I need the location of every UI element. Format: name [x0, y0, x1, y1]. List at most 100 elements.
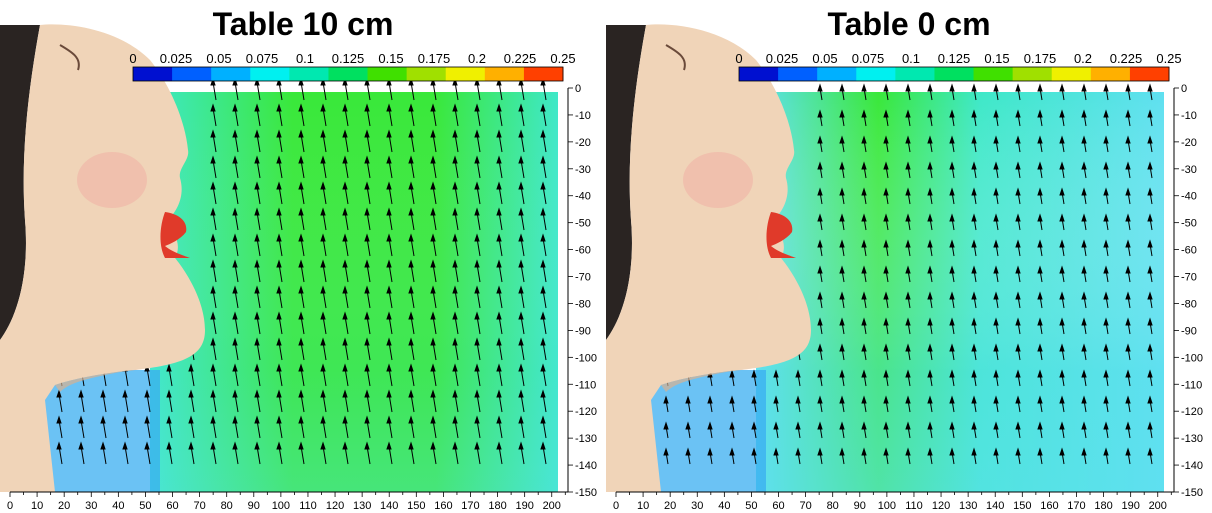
vector-arrowhead — [1037, 187, 1043, 196]
vector-arrowhead — [839, 395, 845, 404]
vector-arrowhead — [518, 233, 524, 242]
vector-arrowhead — [232, 259, 238, 268]
vector-arrowhead — [474, 441, 480, 450]
vector-arrowhead — [496, 363, 502, 372]
neck-cut — [606, 492, 666, 513]
vector-arrowhead — [971, 109, 977, 118]
vector-arrowhead — [1147, 213, 1153, 222]
vector-arrowhead — [430, 337, 436, 346]
x-tick-label: 90 — [248, 500, 260, 512]
vector-arrowhead — [1015, 187, 1021, 196]
vector-arrowhead — [408, 233, 414, 242]
vector-arrowhead — [430, 103, 436, 112]
colorbar-swatch — [367, 67, 408, 81]
vector-arrowhead — [540, 441, 546, 450]
y-tick-label: -20 — [1181, 137, 1197, 149]
vector-arrowhead — [861, 187, 867, 196]
vector-arrowhead — [364, 311, 370, 320]
vector-arrowhead — [276, 207, 282, 216]
vector-arrowhead — [817, 317, 823, 326]
vector-arrowhead — [1125, 83, 1131, 92]
vector-arrowhead — [927, 187, 933, 196]
vector-arrowhead — [78, 441, 84, 450]
x-tick-label: 120 — [932, 500, 950, 512]
vector-arrowhead — [210, 337, 216, 346]
figure-left: 0 0.025 0.05 0.075 0.1 0.125 0.15 0.175 0.2 0.225… — [0, 24, 597, 513]
vector-arrowhead — [408, 337, 414, 346]
colorbar-swatch — [250, 67, 290, 81]
colorbar-swatch — [856, 67, 896, 81]
colorbar-tick-label: 0.05 — [812, 51, 837, 66]
vector-arrowhead — [298, 389, 304, 398]
vector-arrowhead — [408, 129, 414, 138]
vector-arrowhead — [949, 291, 955, 300]
vector-arrowhead — [496, 129, 502, 138]
y-tick-label: 0 — [1181, 83, 1187, 95]
vector-arrowhead — [1103, 83, 1109, 92]
vector-arrowhead — [1059, 239, 1065, 248]
vector-arrowhead — [276, 129, 282, 138]
vector-arrowhead — [795, 447, 801, 456]
vector-arrowhead — [540, 311, 546, 320]
vector-arrowhead — [1015, 161, 1021, 170]
y-tick-label: -60 — [575, 245, 591, 257]
vector-arrowhead — [905, 239, 911, 248]
vector-arrowhead — [1125, 161, 1131, 170]
vector-arrowhead — [276, 389, 282, 398]
vector-arrowhead — [540, 285, 546, 294]
vector-arrowhead — [817, 213, 823, 222]
vector-arrowhead — [298, 103, 304, 112]
x-tick-label: 180 — [488, 500, 506, 512]
y-axis: 0 -10 -20 -30 -40 -50 -60 -70 -80 -90 -100 -110 -120… — [567, 83, 597, 499]
vector-arrowhead — [254, 103, 260, 112]
vector-arrowhead — [927, 135, 933, 144]
vector-arrowhead — [232, 285, 238, 294]
vector-arrowhead — [1125, 369, 1131, 378]
vector-arrowhead — [430, 155, 436, 164]
vector-arrowhead — [210, 363, 216, 372]
vector-arrowhead — [232, 155, 238, 164]
hair — [0, 25, 40, 340]
panel-left: 0 0.025 0.05 0.075 0.1 0.125 0.15 0.175 0.2 0.225… — [0, 6, 597, 513]
vector-arrowhead — [993, 317, 999, 326]
vector-arrowhead — [861, 317, 867, 326]
vector-arrowhead — [342, 207, 348, 216]
y-tick-label: -70 — [1181, 272, 1197, 284]
vector-arrowhead — [905, 109, 911, 118]
vector-arrowhead — [320, 311, 326, 320]
vector-arrowhead — [540, 233, 546, 242]
vector-arrowhead — [540, 389, 546, 398]
velocity-field-shade — [150, 92, 558, 492]
y-tick-label: -40 — [1181, 191, 1197, 203]
x-tick-label: 0 — [7, 500, 13, 512]
vector-arrowhead — [905, 317, 911, 326]
vector-arrowhead — [949, 161, 955, 170]
y-tick-label: -60 — [1181, 245, 1197, 257]
colorbar-tick-label: 0.025 — [160, 51, 193, 66]
vector-arrowhead — [1037, 447, 1043, 456]
vector-arrowhead — [386, 155, 392, 164]
vector-arrowhead — [861, 213, 867, 222]
vector-arrowhead — [320, 415, 326, 424]
colorbar-tick-label: 0.125 — [332, 51, 365, 66]
panel-title-left: Table 10 cm — [212, 6, 394, 42]
vector-arrowhead — [927, 395, 933, 404]
y-tick-label: -110 — [575, 379, 596, 391]
x-tick-label: 160 — [434, 500, 452, 512]
vector-arrowhead — [817, 109, 823, 118]
vector-arrowhead — [342, 77, 348, 86]
vector-arrowhead — [298, 441, 304, 450]
x-tick-label: 190 — [1121, 500, 1139, 512]
vector-arrowhead — [166, 363, 172, 372]
vector-arrowhead — [518, 285, 524, 294]
vector-arrowhead — [839, 213, 845, 222]
colorbar-swatch — [1012, 67, 1053, 81]
vector-arrowhead — [1081, 343, 1087, 352]
vector-arrowhead — [971, 369, 977, 378]
vector-arrowhead — [1103, 239, 1109, 248]
vector-arrowhead — [452, 259, 458, 268]
vector-arrowhead — [342, 181, 348, 190]
eye — [665, 44, 686, 71]
vector-arrowhead — [408, 207, 414, 216]
colorbar-tick-label: 0.175 — [1024, 51, 1057, 66]
